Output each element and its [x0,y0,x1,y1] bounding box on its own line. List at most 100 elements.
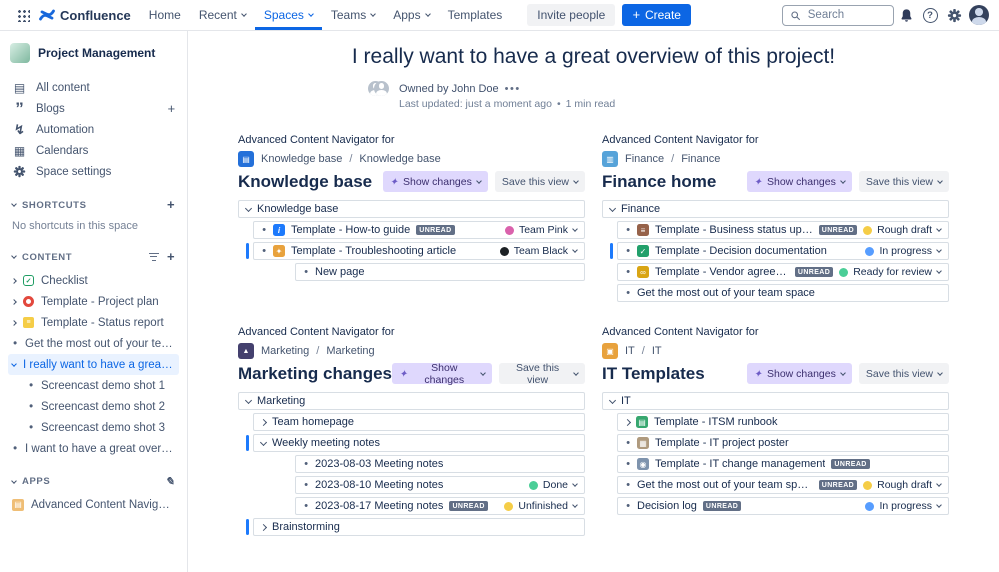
edit-icon[interactable] [165,475,175,488]
filter-icon[interactable] [148,252,159,262]
tree-row[interactable]: Template - Decision documentation In pro… [610,242,949,260]
tree-row[interactable]: Template - Business status update UNREAD… [617,221,949,239]
expand-chevron-icon[interactable] [608,396,617,404]
tree-row[interactable]: Template - ITSM runbook [617,413,949,431]
breadcrumb-link[interactable]: IT [651,345,662,357]
show-changes-button[interactable]: Show changes [382,171,488,192]
save-view-button[interactable]: Save this view [494,171,585,192]
search-box[interactable] [782,4,894,26]
status-dropdown[interactable]: Rough draft [863,224,942,236]
confluence-logo[interactable]: Confluence [37,0,140,30]
expand-chevron-icon[interactable] [244,204,253,212]
breadcrumb-link[interactable]: Marketing [261,345,310,357]
sidebar-page-screencast-3[interactable]: Screencast demo shot 3 [24,417,179,438]
content-section-header[interactable]: CONTENT [11,250,175,264]
tree-row[interactable]: Knowledge base [238,200,585,218]
more-options-icon[interactable]: ••• [504,83,521,95]
apps-section-header[interactable]: APPS [11,475,175,488]
status-dropdown[interactable]: Ready for review [839,266,942,278]
expand-chevron-icon[interactable] [244,396,253,404]
app-switcher-icon[interactable] [10,0,37,30]
breadcrumb-link[interactable]: Marketing [326,345,375,357]
breadcrumb-link[interactable]: Finance [625,153,665,165]
tree-row[interactable]: IT [602,392,949,410]
sidebar-app-acn[interactable]: Advanced Content Navigator [8,494,179,515]
sidebar-item-space-settings[interactable]: Space settings [8,161,179,182]
status-dropdown[interactable]: In progress [865,245,942,257]
notifications-icon[interactable] [894,3,918,27]
sidebar-page-get-the-most[interactable]: Get the most out of your team space [8,333,179,354]
tree-row[interactable]: Get the most out of your team space [617,284,949,302]
nav-spaces[interactable]: Spaces [255,0,322,30]
nav-apps[interactable]: Apps [384,0,438,30]
profile-avatar[interactable] [969,5,989,25]
collapsed-chevron-icon[interactable] [259,418,268,426]
sidebar-page-current[interactable]: I really want to have a great overview o… [8,354,179,375]
create-button[interactable]: Create [622,4,691,26]
tree-row[interactable]: Finance [602,200,949,218]
nav-templates[interactable]: Templates [439,0,512,30]
expand-chevron-icon[interactable] [608,204,617,212]
sidebar-item-automation[interactable]: Automation [8,119,179,140]
sidebar-page-screencast-2[interactable]: Screencast demo shot 2 [24,396,179,417]
sidebar-page-checklist[interactable]: Checklist [8,270,179,291]
sidebar-page-i-want-overview[interactable]: I want to have a great overview of thi..… [8,438,179,459]
sidebar-item-calendars[interactable]: Calendars [8,140,179,161]
status-dropdown[interactable]: Team Pink [504,224,578,236]
status-dropdown[interactable]: Done [528,479,578,491]
space-header[interactable]: Project Management [10,43,177,63]
nav-teams[interactable]: Teams [322,0,384,30]
show-changes-button[interactable]: Show changes [392,362,493,386]
sidebar-item-blogs[interactable]: Blogs [8,98,179,119]
tree-row[interactable]: Decision log UNREAD In progress [617,497,949,515]
breadcrumb-link[interactable]: IT [625,345,635,357]
tree-row[interactable]: 2023-08-17 Meeting notes UNREAD Unfinish… [295,497,585,515]
expand-chevron-icon[interactable] [259,438,268,446]
status-dropdown[interactable]: Team Black [499,245,578,257]
chevron-down-icon[interactable] [11,360,17,367]
nav-recent[interactable]: Recent [190,0,255,30]
tree-row[interactable]: Template - How-to guide UNREAD Team Pink [253,221,585,239]
tree-row[interactable]: Get the most out of your team space UNRE… [617,476,949,494]
add-shortcut-icon[interactable] [167,198,175,212]
chevron-right-icon[interactable] [11,319,17,326]
tree-row[interactable]: Template - Troubleshooting article Team … [246,242,585,260]
status-dropdown[interactable]: Rough draft [863,479,942,491]
search-input[interactable] [805,8,886,22]
show-changes-button[interactable]: Show changes [746,363,852,384]
tree-row[interactable]: Brainstorming [246,518,585,536]
sidebar-page-project-plan[interactable]: Template - Project plan [8,291,179,312]
status-dropdown[interactable]: Unfinished [504,500,578,512]
sidebar-page-status-report[interactable]: Template - Status report [8,312,179,333]
sidebar-item-all-content[interactable]: All content [8,77,179,98]
tree-row[interactable]: New page [295,263,585,281]
tree-row[interactable]: Marketing [238,392,585,410]
status-dropdown[interactable]: In progress [865,500,942,512]
help-icon[interactable] [918,3,942,27]
tree-row[interactable]: 2023-08-03 Meeting notes [295,455,585,473]
sidebar-page-screencast-1[interactable]: Screencast demo shot 1 [24,375,179,396]
tree-row[interactable]: Template - Vendor agreement UNREAD Ready… [617,263,949,281]
tree-row[interactable]: Weekly meeting notes [246,434,585,452]
chevron-right-icon[interactable] [11,277,17,284]
shortcuts-section-header[interactable]: SHORTCUTS [11,198,175,212]
add-blog-icon[interactable] [167,102,175,116]
collapsed-chevron-icon[interactable] [259,523,268,531]
breadcrumb-link[interactable]: Knowledge base [359,153,441,165]
collapsed-chevron-icon[interactable] [623,418,632,426]
save-view-button[interactable]: Save this view [499,362,585,386]
tree-row[interactable]: Team homepage [253,413,585,431]
breadcrumb-link[interactable]: Knowledge base [261,153,343,165]
owner-avatar-2[interactable] [374,81,389,96]
tree-row[interactable]: Template - IT project poster [617,434,949,452]
invite-people-button[interactable]: Invite people [527,4,616,26]
breadcrumb-link[interactable]: Finance [681,153,721,165]
show-changes-button[interactable]: Show changes [746,171,852,192]
chevron-right-icon[interactable] [11,298,17,305]
settings-icon[interactable] [942,3,966,27]
add-page-icon[interactable] [167,250,175,264]
tree-row[interactable]: 2023-08-10 Meeting notes Done [295,476,585,494]
tree-row[interactable]: Template - IT change management UNREAD [617,455,949,473]
save-view-button[interactable]: Save this view [858,363,949,384]
save-view-button[interactable]: Save this view [858,171,949,192]
